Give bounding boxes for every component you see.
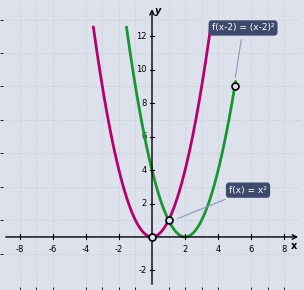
Text: -2: -2 — [139, 266, 147, 275]
Text: f(x) = x²: f(x) = x² — [177, 186, 267, 219]
Text: 2: 2 — [142, 199, 147, 208]
Text: 12: 12 — [136, 32, 147, 41]
Text: 8: 8 — [282, 245, 287, 254]
Text: -2: -2 — [115, 245, 123, 254]
Text: -4: -4 — [82, 245, 90, 254]
Text: 4: 4 — [142, 166, 147, 175]
Text: 4: 4 — [216, 245, 221, 254]
Text: f(x-2) = (x-2)²: f(x-2) = (x-2)² — [212, 23, 274, 77]
Text: 8: 8 — [142, 99, 147, 108]
Text: y: y — [155, 6, 161, 16]
Text: 2: 2 — [182, 245, 188, 254]
Text: 10: 10 — [136, 65, 147, 74]
Text: -6: -6 — [49, 245, 57, 254]
Text: 6: 6 — [249, 245, 254, 254]
Text: -8: -8 — [16, 245, 24, 254]
Text: 6: 6 — [142, 132, 147, 141]
Text: x: x — [291, 241, 298, 251]
